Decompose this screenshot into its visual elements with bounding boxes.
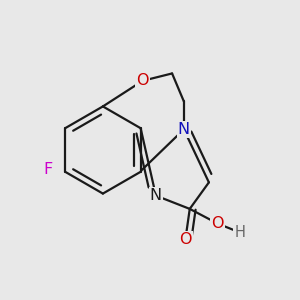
Text: O: O (212, 216, 224, 231)
Text: N: N (150, 188, 162, 203)
Text: O: O (179, 232, 192, 247)
Text: O: O (136, 73, 149, 88)
Text: H: H (234, 225, 245, 240)
Text: F: F (44, 162, 53, 177)
Text: N: N (178, 122, 190, 137)
